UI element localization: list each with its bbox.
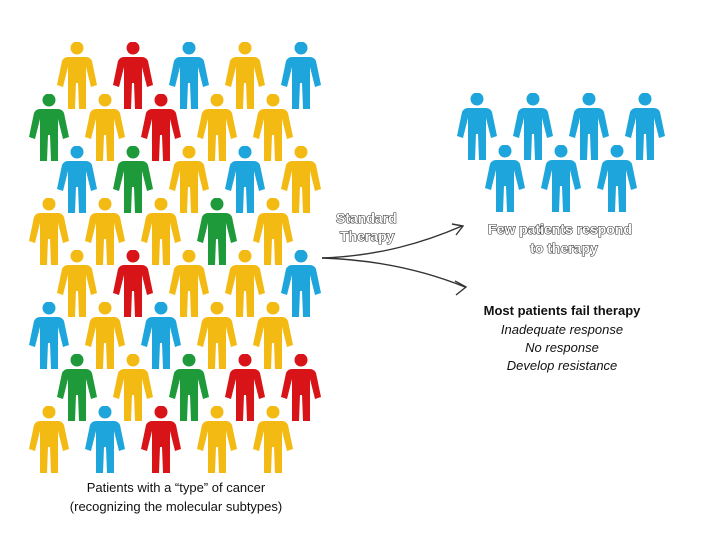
curved-arrow-icon xyxy=(321,223,468,296)
patient-green-person-icon xyxy=(169,354,209,421)
non-responders-item-resistance: Develop resistance xyxy=(507,358,618,373)
patient-yellow-person-icon xyxy=(57,42,97,109)
arrow-to-non-responders xyxy=(321,257,466,288)
patient-blue-person-icon xyxy=(57,146,97,213)
responder-blue-person-icon xyxy=(541,145,581,212)
patient-red-person-icon xyxy=(113,42,153,109)
responder-blue-person-icon xyxy=(485,145,525,212)
patient-yellow-person-icon xyxy=(85,198,125,265)
patient-yellow-person-icon xyxy=(197,94,237,161)
patient-blue-person-icon xyxy=(29,302,69,369)
responder-blue-person-icon xyxy=(569,93,609,160)
responders-label-line2: to therapy xyxy=(530,240,598,256)
patient-yellow-person-icon xyxy=(253,406,293,473)
responder-blue-person-icon xyxy=(597,145,637,212)
patient-green-person-icon xyxy=(113,146,153,213)
non-responders-heading: Most patients fail therapy xyxy=(484,303,642,318)
responder-group xyxy=(457,93,665,212)
arrow-to-non-responders-head xyxy=(454,280,468,296)
patient-population xyxy=(29,42,321,473)
population-caption-line2: (recognizing the molecular subtypes) xyxy=(70,499,282,514)
responder-blue-person-icon xyxy=(625,93,665,160)
responder-blue-person-icon xyxy=(513,93,553,160)
patient-blue-person-icon xyxy=(281,42,321,109)
patient-yellow-person-icon xyxy=(29,406,69,473)
therapy-label-line2: Therapy xyxy=(340,228,395,244)
patient-yellow-person-icon xyxy=(29,198,69,265)
arrow-to-responders-head xyxy=(451,223,465,236)
patient-yellow-person-icon xyxy=(57,250,97,317)
patient-yellow-person-icon xyxy=(225,42,265,109)
population-caption-line1: Patients with a “type” of cancer xyxy=(87,480,266,495)
patient-yellow-person-icon xyxy=(281,146,321,213)
patient-red-person-icon xyxy=(141,94,181,161)
patient-blue-person-icon xyxy=(225,146,265,213)
patient-yellow-person-icon xyxy=(197,302,237,369)
patient-blue-person-icon xyxy=(281,250,321,317)
patient-red-person-icon xyxy=(113,250,153,317)
non-responders-item-inadequate: Inadequate response xyxy=(501,322,623,337)
non-responders-item-none: No response xyxy=(525,340,599,355)
patient-yellow-person-icon xyxy=(169,146,209,213)
therapy-label-line1: Standard xyxy=(336,210,397,226)
patient-yellow-person-icon xyxy=(141,198,181,265)
responder-blue-person-icon xyxy=(457,93,497,160)
responders-label-line1: Few patients respond xyxy=(488,221,632,237)
patient-yellow-person-icon xyxy=(85,302,125,369)
patient-green-person-icon xyxy=(29,94,69,161)
patient-yellow-person-icon xyxy=(225,250,265,317)
arrow-to-responders xyxy=(321,225,463,259)
patient-red-person-icon xyxy=(281,354,321,421)
patient-yellow-person-icon xyxy=(253,94,293,161)
patient-yellow-person-icon xyxy=(197,406,237,473)
patient-red-person-icon xyxy=(225,354,265,421)
patient-blue-person-icon xyxy=(141,302,181,369)
patient-blue-person-icon xyxy=(169,42,209,109)
patient-blue-person-icon xyxy=(85,406,125,473)
patient-green-person-icon xyxy=(197,198,237,265)
patient-yellow-person-icon xyxy=(85,94,125,161)
patient-yellow-person-icon xyxy=(253,302,293,369)
patient-yellow-person-icon xyxy=(253,198,293,265)
patient-red-person-icon xyxy=(141,406,181,473)
patient-yellow-person-icon xyxy=(169,250,209,317)
patient-yellow-person-icon xyxy=(113,354,153,421)
patient-green-person-icon xyxy=(57,354,97,421)
